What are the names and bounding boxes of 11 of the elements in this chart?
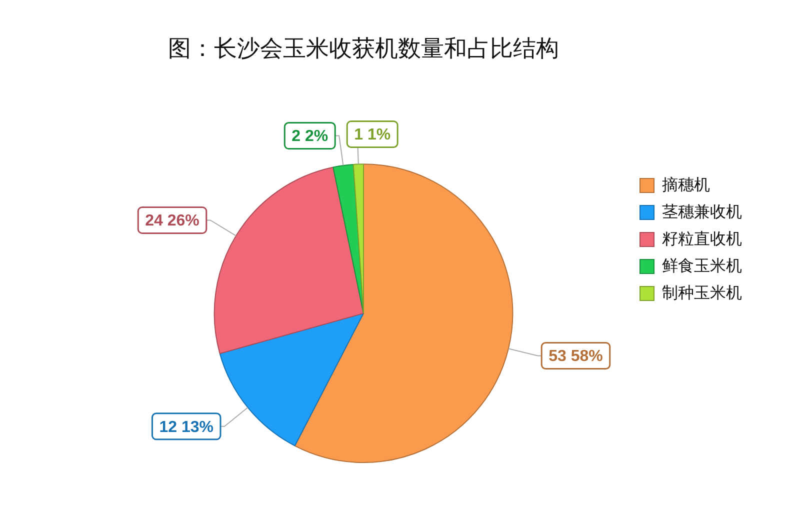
data-label: 2 2% (292, 128, 328, 146)
data-label: 12 13% (159, 418, 214, 436)
legend-label: 制种玉米机 (662, 284, 742, 302)
legend-label: 摘穗机 (662, 176, 710, 194)
data-label: 24 26% (145, 212, 200, 230)
legend-label: 籽粒直收机 (662, 230, 742, 248)
chart-title: 图：长沙会玉米收获机数量和占比结构 (168, 35, 559, 62)
data-label: 1 1% (354, 126, 391, 144)
data-label: 53 58% (548, 348, 603, 366)
legend-label: 茎穗兼收机 (662, 202, 742, 221)
legend-label: 鲜食玉米机 (662, 256, 742, 275)
